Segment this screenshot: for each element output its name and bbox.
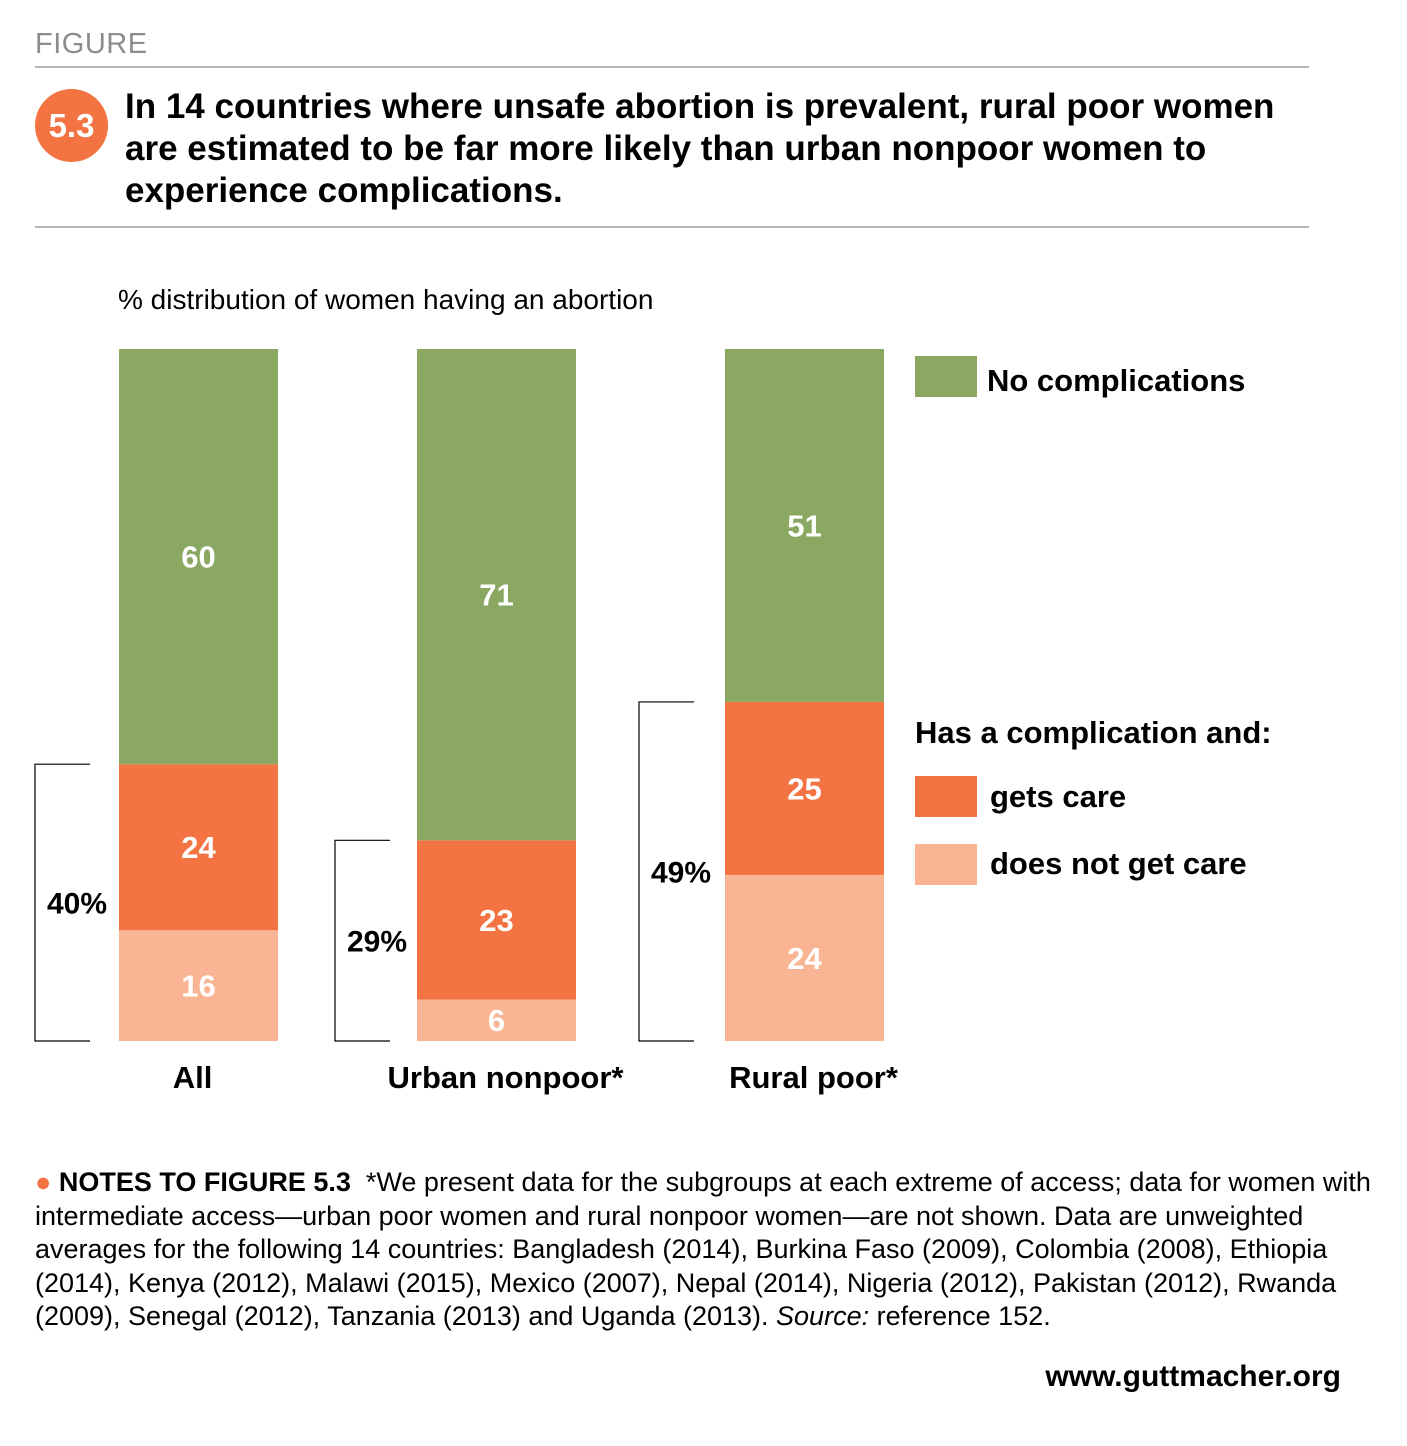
bar-segment: [725, 874, 884, 1041]
complication-total-label: 49%: [651, 856, 711, 889]
bar-segment: [725, 349, 884, 702]
bullet-icon: ●: [35, 1167, 52, 1197]
category-label: Rural poor*: [729, 1060, 899, 1095]
notes: ● NOTES TO FIGURE 5.3 *We present data f…: [35, 1166, 1375, 1334]
category-label: All: [173, 1060, 213, 1095]
data-label: 25: [787, 771, 821, 806]
complication-bracket: [334, 839, 390, 1042]
chart-subtitle: % distribution of women having an aborti…: [118, 284, 654, 315]
bar-segment: [417, 999, 576, 1041]
category-label: Urban nonpoor*: [388, 1060, 625, 1095]
figure-label: FIGURE: [35, 28, 148, 60]
legend-label: No complications: [987, 363, 1245, 398]
data-label: 23: [479, 903, 513, 938]
data-label: 51: [787, 508, 821, 543]
legend-swatch: [915, 356, 977, 397]
complication-bracket: [638, 701, 694, 1042]
bar-segment: [119, 930, 278, 1041]
notes-text: *We present data for the subgroups at ea…: [35, 1167, 1371, 1331]
bar-segment: [119, 764, 278, 931]
legend-swatch: [915, 776, 977, 817]
divider: [35, 226, 1309, 228]
figure-number-badge: 5.3: [35, 89, 108, 162]
chart-title: In 14 countries where unsafe abortion is…: [125, 87, 1275, 210]
legend-label: does not get care: [990, 846, 1247, 881]
bar-segment: [119, 349, 278, 765]
bar-segment: [417, 349, 576, 841]
complication-total-label: 29%: [347, 926, 407, 959]
source-text: reference 152.: [876, 1301, 1051, 1331]
legend-swatch: [915, 844, 977, 885]
data-label: 60: [181, 540, 215, 575]
complication-total-label: 40%: [47, 888, 107, 921]
bar-segment: [417, 840, 576, 1000]
divider: [35, 66, 1309, 68]
website-url: www.guttmacher.org: [1045, 1360, 1341, 1393]
notes-heading: NOTES TO FIGURE 5.3: [58, 1167, 351, 1197]
legend-heading: Has a complication and:: [915, 715, 1272, 750]
data-label: 24: [787, 941, 822, 976]
stacked-bar-chart: 16 24 60 40% All 6 23 71 29% Urban nonpoor* 24 25 51…: [34, 349, 1272, 1095]
data-label: 6: [488, 1003, 505, 1038]
source-label: Source:: [776, 1301, 870, 1331]
bar-segment: [725, 701, 884, 875]
complication-bracket: [34, 763, 90, 1042]
data-label: 71: [479, 578, 513, 613]
data-label: 24: [181, 830, 216, 865]
data-label: 16: [181, 969, 215, 1004]
legend-label: gets care: [990, 779, 1126, 814]
